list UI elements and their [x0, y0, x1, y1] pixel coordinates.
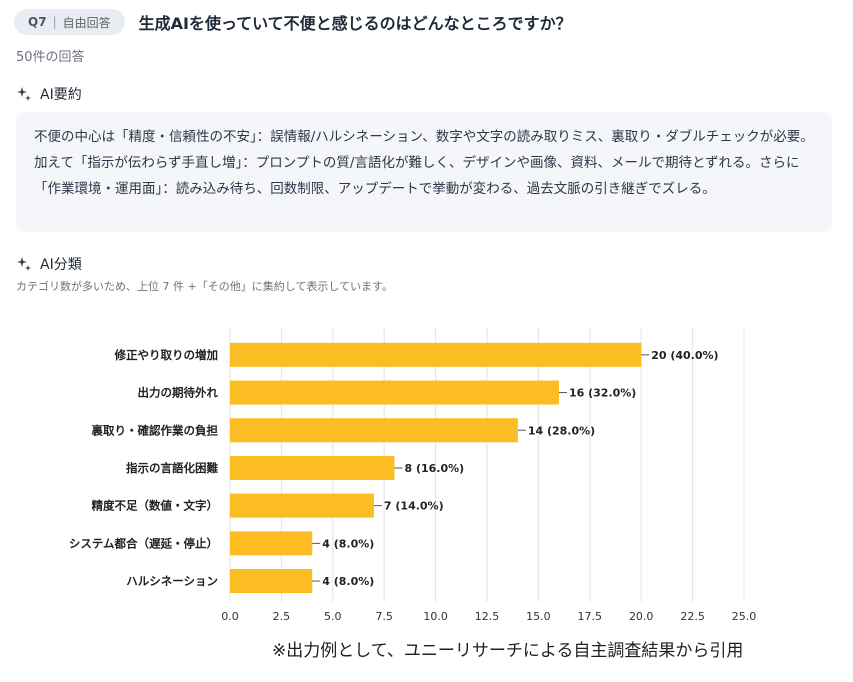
category-label: 精度不足（数値・文字） [92, 499, 219, 513]
bar [230, 455, 395, 480]
x-tick-label: 5.0 [324, 610, 342, 623]
classification-heading: AI分類 [16, 254, 82, 274]
category-label: システム都合（遅延・停止） [69, 536, 218, 550]
summary-heading: AI要約 [16, 84, 82, 104]
x-tick-label: 17.5 [578, 610, 603, 623]
x-tick-label: 7.5 [375, 610, 393, 623]
summary-heading-label: AI要約 [40, 87, 82, 103]
question-title: 生成AIを使っていて不便と感じるのはどんなところですか？ [138, 14, 572, 33]
category-label: 修正やり取りの増加 [114, 348, 219, 362]
data-label: 16 (32.0%) [569, 387, 636, 400]
question-type: 自由回答 [62, 15, 111, 30]
bar [230, 531, 313, 556]
category-label: 出力の期待外れ [138, 386, 219, 400]
data-label: 8 (16.0%) [404, 462, 464, 475]
footnote: ※出力例として、ユニーリサーチによる自主調査結果から引用 [272, 641, 744, 661]
data-label: 7 (14.0%) [384, 500, 444, 513]
sparkle-icon [17, 87, 31, 101]
x-tick-label: 2.5 [273, 610, 291, 623]
bar [230, 418, 518, 443]
bar [230, 380, 559, 405]
classification-heading-label: AI分類 [40, 257, 82, 273]
x-tick-label: 20.0 [629, 610, 654, 623]
question-header: Q7 | 自由回答 生成AIを使っていて不便と感じるのはどんなところですか？ [14, 8, 572, 36]
data-label: 20 (40.0%) [651, 349, 718, 362]
bar [230, 569, 313, 594]
data-label: 4 (8.0%) [322, 575, 374, 588]
data-label: 14 (28.0%) [528, 424, 595, 437]
x-tick-label: 10.0 [423, 610, 448, 623]
x-tick-label: 22.5 [680, 610, 705, 623]
sparkle-icon [17, 257, 31, 271]
response-count: 50件の回答 [16, 50, 85, 65]
bar [230, 342, 642, 367]
category-label: 裏取り・確認作業の負担 [91, 423, 219, 437]
question-badge: Q7 | 自由回答 [14, 9, 125, 35]
x-tick-label: 0.0 [221, 610, 239, 623]
badge-separator: | [52, 15, 57, 29]
x-tick-label: 12.5 [475, 610, 500, 623]
data-label: 4 (8.0%) [322, 537, 374, 550]
bar-chart: 0.0 2.5 5.0 7.5 10.0 12.5 15.0 17.5 20.0 22.5 25.0… [69, 328, 757, 623]
classification-note: カテゴリ数が多いため、上位 7 件 +「その他」に集約して表示しています。 [16, 280, 393, 293]
summary-text: 不便の中心は「精度・信頼性の不安」：誤情報/ハルシネーション、数字や文字の読み取… [16, 112, 832, 232]
question-number: Q7 [28, 15, 47, 29]
x-tick-label: 25.0 [732, 610, 757, 623]
x-tick-label: 15.0 [526, 610, 551, 623]
category-label: ハルシネーション [126, 574, 218, 588]
bar [230, 493, 374, 518]
category-label: 指示の言語化困難 [126, 461, 218, 475]
